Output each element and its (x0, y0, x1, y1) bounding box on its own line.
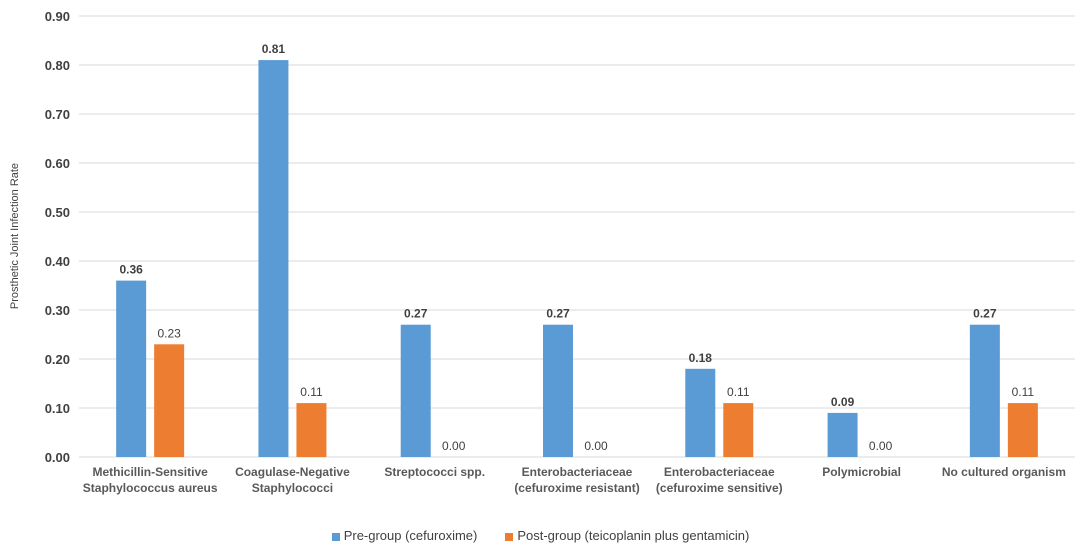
bar-pre (827, 412, 858, 457)
x-tick-label: Enterobacteriaceae (522, 465, 633, 479)
legend-item-pre: Pre-group (cefuroxime) (331, 528, 478, 543)
data-label: 0.11 (300, 385, 323, 399)
y-tick-label: 0.30 (45, 303, 70, 318)
data-label: 0.11 (1012, 385, 1035, 399)
y-tick-label: 0.40 (45, 254, 70, 269)
data-label: 0.27 (546, 307, 570, 321)
bar-post (154, 344, 185, 457)
legend-label-pre: Pre-group (cefuroxime) (343, 528, 478, 543)
y-tick-label: 0.70 (45, 107, 70, 122)
data-label: 0.00 (869, 439, 893, 453)
data-label: 0.81 (262, 42, 286, 56)
bar-pre (543, 324, 573, 457)
x-tick-label: (cefuroxime sensitive) (656, 481, 783, 495)
x-tick-label: Methicillin-Sensitive (92, 465, 208, 479)
bar-post (296, 403, 327, 457)
bar-pre (116, 280, 147, 457)
x-tick-label: Coagulase-Negative (235, 465, 350, 479)
legend-label-post: Post-group (teicoplanin plus gentamicin) (517, 528, 750, 543)
y-tick-label: 0.10 (45, 401, 70, 416)
legend-swatch-pre (331, 532, 340, 541)
legend-item-post: Post-group (teicoplanin plus gentamicin) (505, 528, 749, 543)
bar-pre (400, 324, 431, 457)
data-label: 0.18 (689, 351, 713, 365)
y-tick-label: 0.80 (45, 58, 70, 73)
y-tick-label: 0.20 (45, 352, 70, 367)
x-tick-label: No cultured organism (942, 465, 1066, 479)
x-tick-label: Streptococci spp. (384, 465, 485, 479)
bar-pre (969, 324, 1000, 457)
data-label: 0.23 (157, 326, 181, 340)
y-axis-label: Prosthetic Joint Infection Rate (9, 162, 21, 310)
legend: Pre-group (cefuroxime) Post-group (teico… (0, 528, 1081, 543)
legend-swatch-post (505, 532, 514, 541)
data-label: 0.36 (119, 263, 143, 277)
y-tick-label: 0.00 (45, 450, 70, 465)
data-label: 0.27 (973, 307, 997, 321)
data-label: 0.09 (831, 395, 855, 409)
bar-post (723, 403, 754, 457)
bar-pre (685, 368, 716, 457)
y-tick-label: 0.60 (45, 156, 70, 171)
x-tick-label: Enterobacteriaceae (664, 465, 775, 479)
bar-pre (258, 60, 289, 457)
data-label: 0.00 (584, 439, 608, 453)
data-label: 0.00 (442, 439, 466, 453)
y-tick-label: 0.90 (45, 9, 70, 24)
y-tick-label: 0.50 (45, 205, 70, 220)
x-tick-label: Polymicrobial (822, 465, 901, 479)
data-label: 0.27 (404, 307, 428, 321)
bar-post (1007, 403, 1038, 457)
x-tick-label: Staphylococcus aureus (83, 481, 218, 495)
x-tick-label: (cefuroxime resistant) (514, 481, 639, 495)
x-tick-label: Staphylococci (252, 481, 333, 495)
data-label: 0.11 (727, 385, 750, 399)
